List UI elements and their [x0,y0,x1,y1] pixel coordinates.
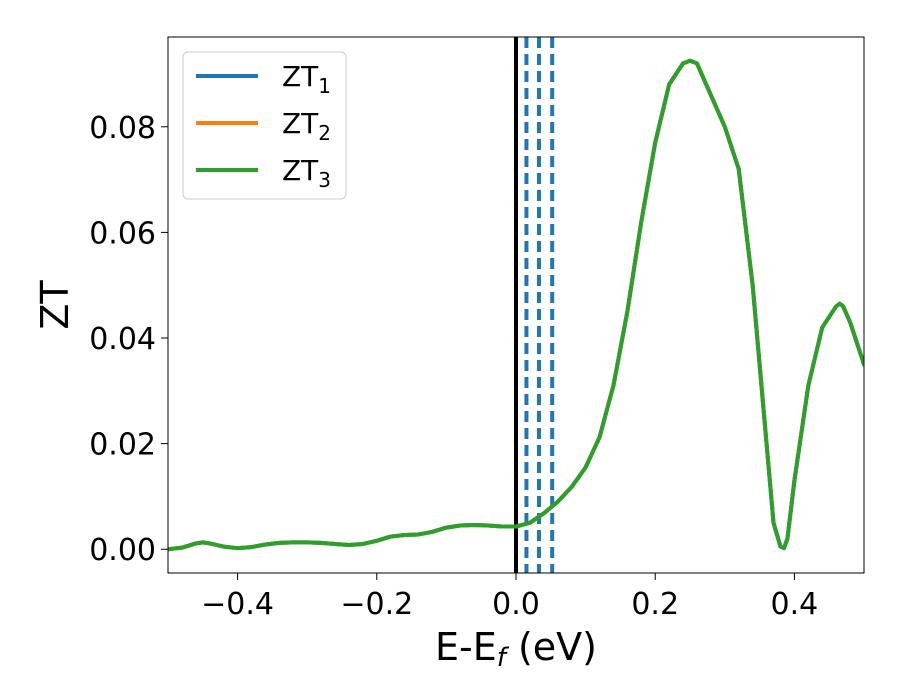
legend-label-zt2: ZT2 [282,107,331,145]
legend: ZT1 ZT2 ZT3 [182,51,347,200]
y-axis-label: ZT [33,280,77,330]
legend-box [182,51,347,200]
y-tick-label: 0.00 [89,533,156,568]
y-axis: 0.00 0.02 0.04 0.06 0.08 [89,111,168,568]
x-axis-label-base: E-E [435,625,497,669]
y-tick-label: 0.06 [89,216,156,251]
legend-label-zt1: ZT1 [282,60,331,98]
legend-label-zt3: ZT3 [282,154,331,192]
x-tick-label: 0.2 [631,587,679,622]
x-axis: −0.4 −0.2 0.0 0.2 0.4 [201,573,818,622]
series-lines [168,58,864,552]
x-tick-label: 0.0 [492,587,540,622]
series-line-zt3 [168,58,864,552]
y-tick-label: 0.04 [89,322,156,357]
x-axis-label-unit: (eV) [506,625,597,669]
reference-lines [514,37,555,573]
x-tick-label: −0.4 [201,587,274,622]
x-tick-label: 0.4 [771,587,819,622]
x-tick-label: −0.2 [340,587,413,622]
plot-area [168,37,864,573]
y-tick-label: 0.08 [89,111,156,146]
y-tick-label: 0.02 [89,428,156,463]
x-axis-label: E-Ef (eV) [435,625,597,673]
